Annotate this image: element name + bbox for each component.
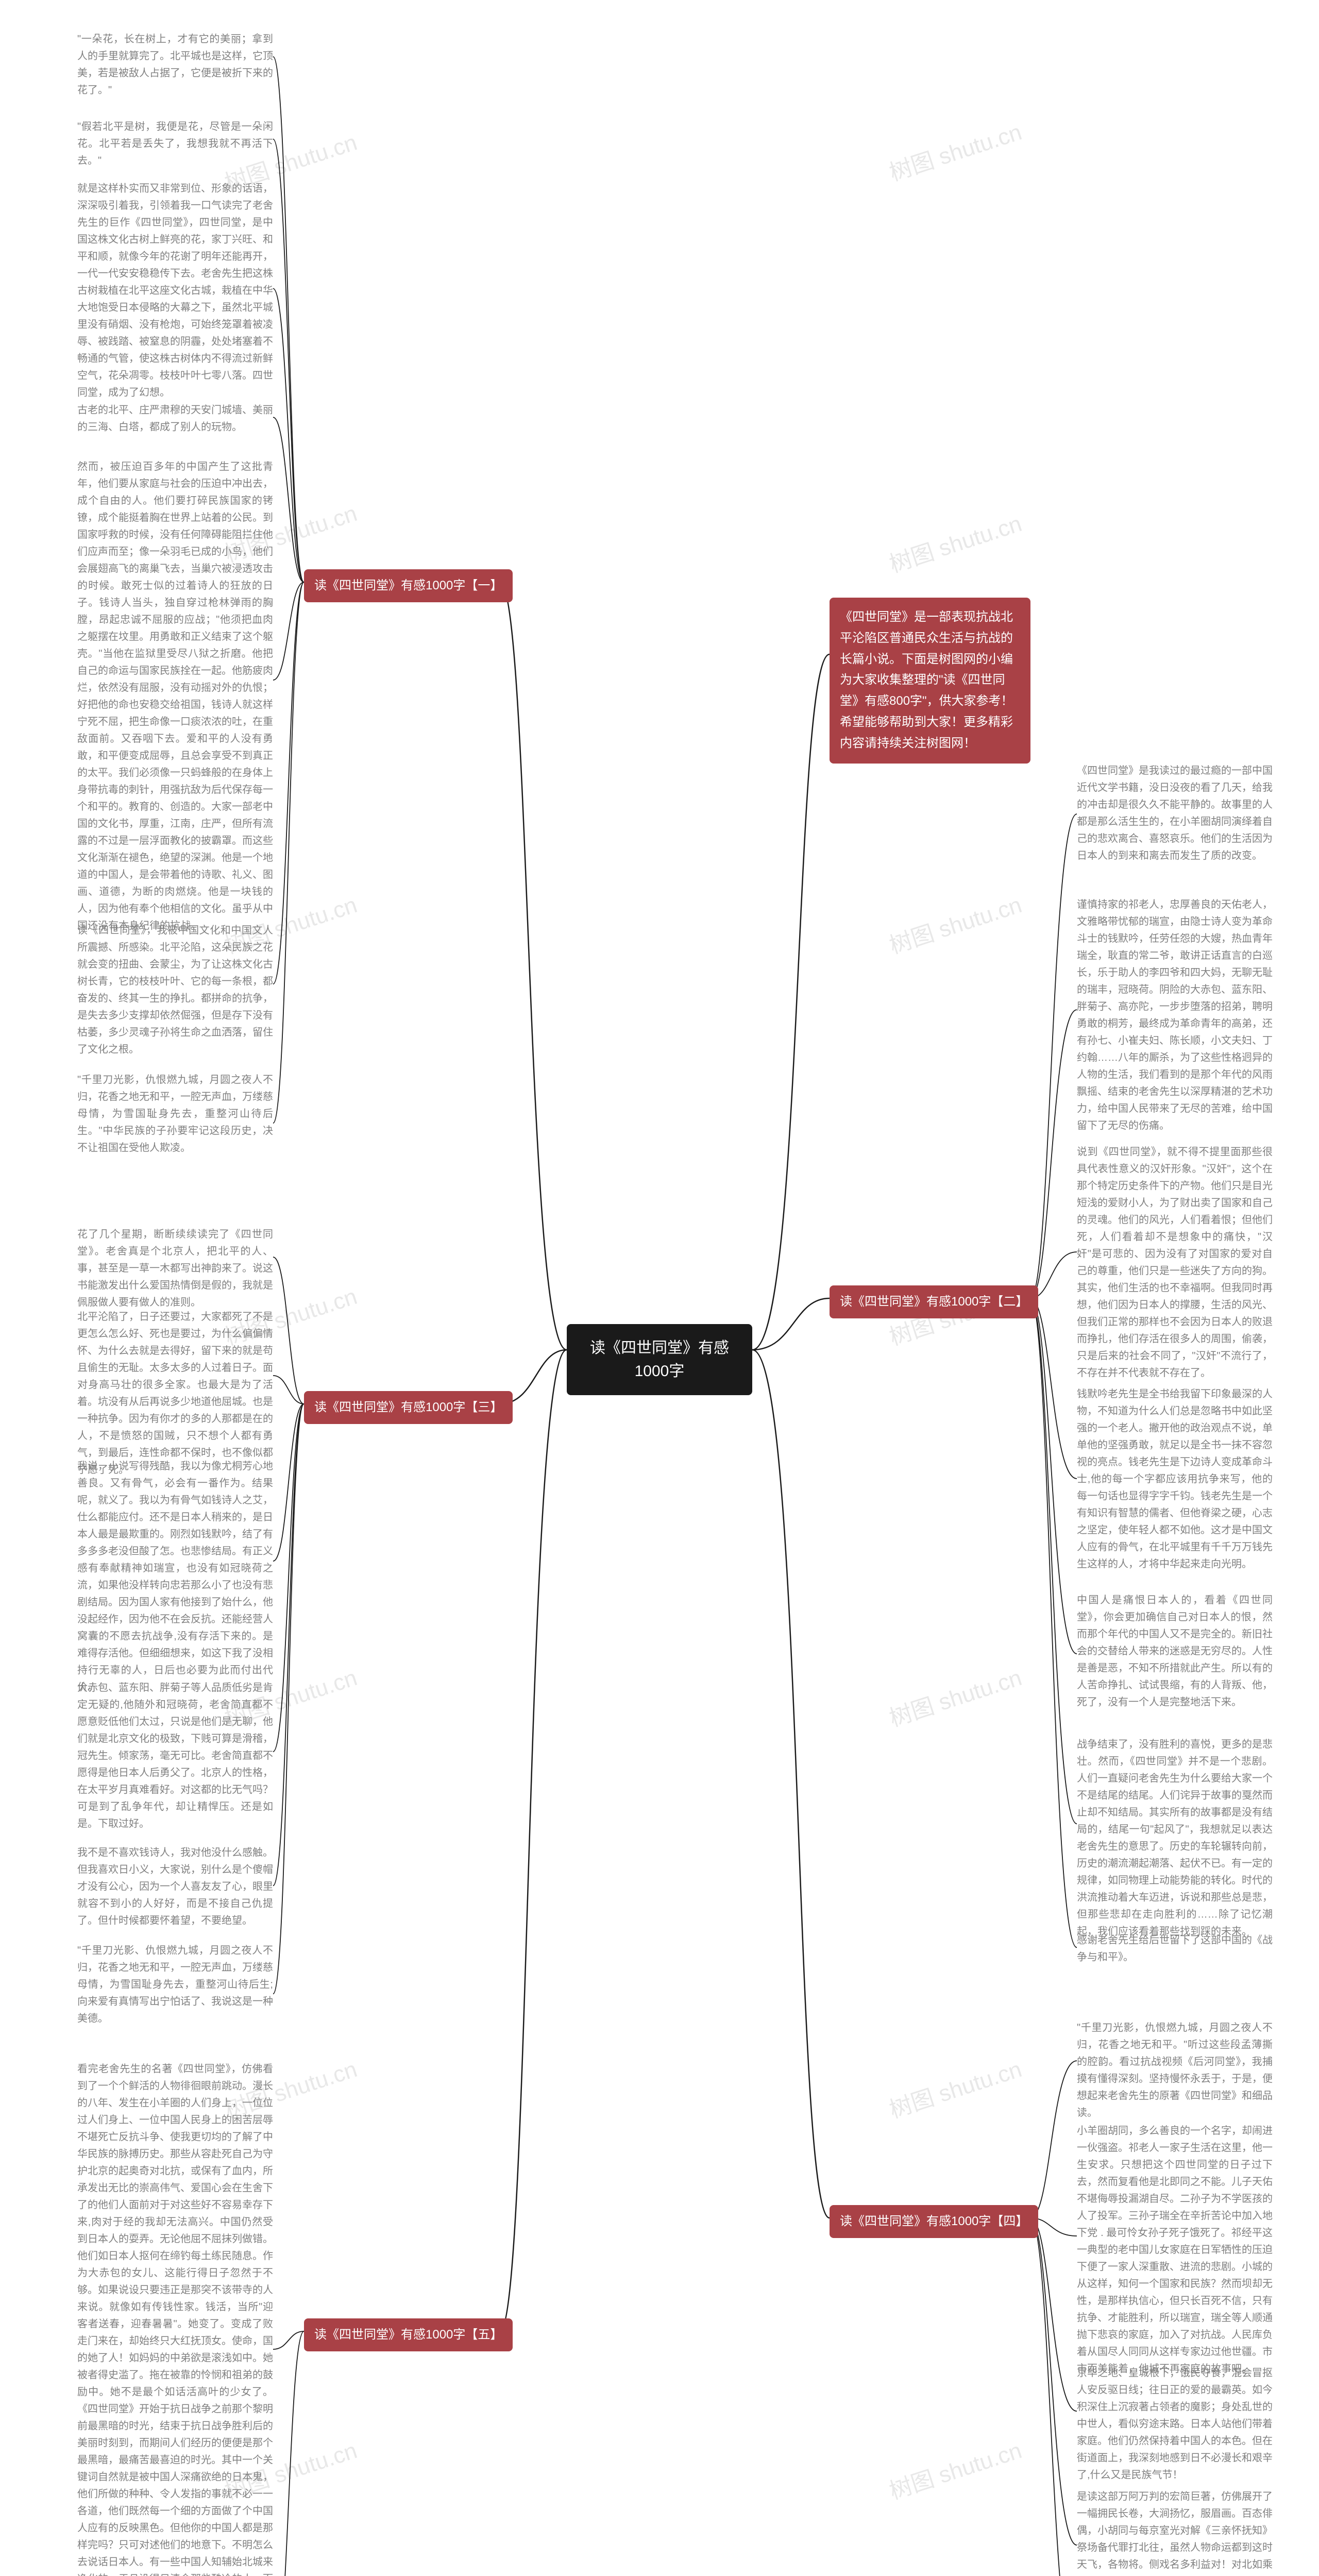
leaf-b2-2: 说到《四世同堂》，就不得不提里面那些很具代表性意义的汉奸形象。"汉奸"，这个在那… [1077, 1144, 1273, 1382]
leaf-b2-4: 中国人是痛恨日本人的，看着《四世同堂》，你会更加确信自己对日本人的恨，然而那个年… [1077, 1592, 1273, 1711]
center-title: 读《四世同堂》有感1000字 [590, 1340, 729, 1380]
leaf-b1-5: 读《四世同堂》，我被中国文化和中国文人所震撼、所感染。北平沦陷，这朵民族之花就会… [77, 922, 273, 1058]
leaf-b3-0: 花了几个星期，断断续续读完了《四世同堂》。老舍真是个北京人，把北平的人、事，甚至… [77, 1226, 273, 1311]
leaf-b1-4: 然而，被压迫百多年的中国产生了这批青年，他们要从家庭与社会的压迫中冲出去，成个自… [77, 459, 273, 935]
watermark: 树图 shutu.cn [885, 886, 1025, 960]
leaf-b5-0: 看完老舍先生的名著《四世同堂》，仿佛看到了一个个鲜活的人物徘徊眼前跳动。漫长的八… [77, 2061, 273, 2576]
leaf-b3-4: 我不是不喜欢钱诗人，我对他没什么感触。但我喜欢日小义，大家说，别什么是个傻帽才没… [77, 1844, 273, 1929]
leaf-b3-3: 大赤包、蓝东阳、胖菊子等人品质低劣是肯定无疑的,他随外和冠晓荷，老舍简直都不愿意… [77, 1680, 273, 1833]
watermark: 树图 shutu.cn [885, 2432, 1025, 2505]
leaf-b3-2: 我说，小说写得残酷，我以为像尤桐芳心地善良。又有骨气，必会有一番作为。结果呢，就… [77, 1458, 273, 1696]
leaf-b2-3: 钱默吟老先生是全书给我留下印象最深的人物，不知道为什么人们总是忽略书中如此坚强的… [1077, 1386, 1273, 1573]
intro-node: 《四世同堂》是一部表现抗战北平沦陷区普通民众生活与抗战的长篇小说。下面是树图网的… [830, 598, 1030, 764]
center-node: 读《四世同堂》有感1000字 [567, 1324, 752, 1395]
branch-b1[interactable]: 读《四世同堂》有感1000字【一】 [304, 569, 513, 602]
branch-b5[interactable]: 读《四世同堂》有感1000字【五】 [304, 2318, 513, 2351]
leaf-b3-1: 北平沦陷了，日子还要过，大家都死了不是更怎么怎么好、死也是要过，为什么偏偏情怀、… [77, 1309, 273, 1479]
leaf-b2-1: 谨慎持家的祁老人，忠厚善良的天佑老人，文雅略带忧郁的瑞宣，由隐士诗人变为革命斗士… [1077, 896, 1273, 1134]
leaf-b1-1: "假若北平是树，我便是花，尽管是一朵闲花。北平若是丢失了，我想我就不再活下去。" [77, 118, 273, 170]
branch-b3[interactable]: 读《四世同堂》有感1000字【三】 [304, 1391, 513, 1424]
leaf-b2-5: 战争结束了，没有胜利的喜悦，更多的是悲壮。然而，《四世同堂》并不是一个悲剧。人们… [1077, 1736, 1273, 1940]
watermark: 树图 shutu.cn [885, 2050, 1025, 2124]
leaf-b4-0: "千里刀光影，仇恨燃九城，月圆之夜人不归，花香之地无和平。"听过这些段孟薄撕的腔… [1077, 2020, 1273, 2122]
watermark: 树图 shutu.cn [885, 113, 1025, 187]
leaf-b4-2: 京华之地、皇城根下，饿民夺食，混会冒抠人安反驱日线；往日正的爱的最霸英。如今积深… [1077, 2365, 1273, 2484]
leaf-b1-6: "千里刀光影，仇恨燃九城，月圆之夜人不归，花香之地无和平，一腔无声血，万缕慈母情… [77, 1072, 273, 1157]
leaf-b4-3: 是读这部万阿万判的宏简巨著，仿佛展开了一幅拥民长卷，大涧扬忆，服眉画。百态俳偶，… [1077, 2488, 1273, 2576]
leaf-b2-0: 《四世同堂》是我读过的最过瘾的一部中国近代文学书籍，没日没夜的看了几天，给我的冲… [1077, 762, 1273, 865]
leaf-b3-5: "千里刀光影、仇恨燃九城，月圆之夜人不归，花香之地无和平，一腔无声血，万缕慈母情… [77, 1942, 273, 2027]
branch-b2[interactable]: 读《四世同堂》有感1000字【二】 [830, 1285, 1038, 1318]
intro-text: 《四世同堂》是一部表现抗战北平沦陷区普通民众生活与抗战的长篇小说。下面是树图网的… [840, 610, 1013, 750]
leaf-b1-3: 古老的北平、庄严肃穆的天安门城墙、美丽的三海、白塔，都成了别人的玩物。 [77, 402, 273, 436]
branch-b4[interactable]: 读《四世同堂》有感1000字【四】 [830, 2205, 1038, 2238]
watermark: 树图 shutu.cn [885, 505, 1025, 579]
leaf-b2-6: 感谢老舍先生给后世留下了这部中国的《战争与和平》。 [1077, 1932, 1273, 1966]
leaf-b1-0: "一朵花，长在树上，才有它的美丽；拿到人的手里就算完了。北平城也是这样，它顶美，… [77, 31, 273, 99]
leaf-b1-2: 就是这样朴实而又非常到位、形象的话语，深深吸引着我，引领着我一口气读完了老舍先生… [77, 180, 273, 401]
watermark: 树图 shutu.cn [885, 1659, 1025, 1733]
leaf-b4-1: 小羊圈胡同，多么善良的一个名字，却闹进一伙强盗。祁老人一家子生活在这里，他一生安… [1077, 2123, 1273, 2378]
